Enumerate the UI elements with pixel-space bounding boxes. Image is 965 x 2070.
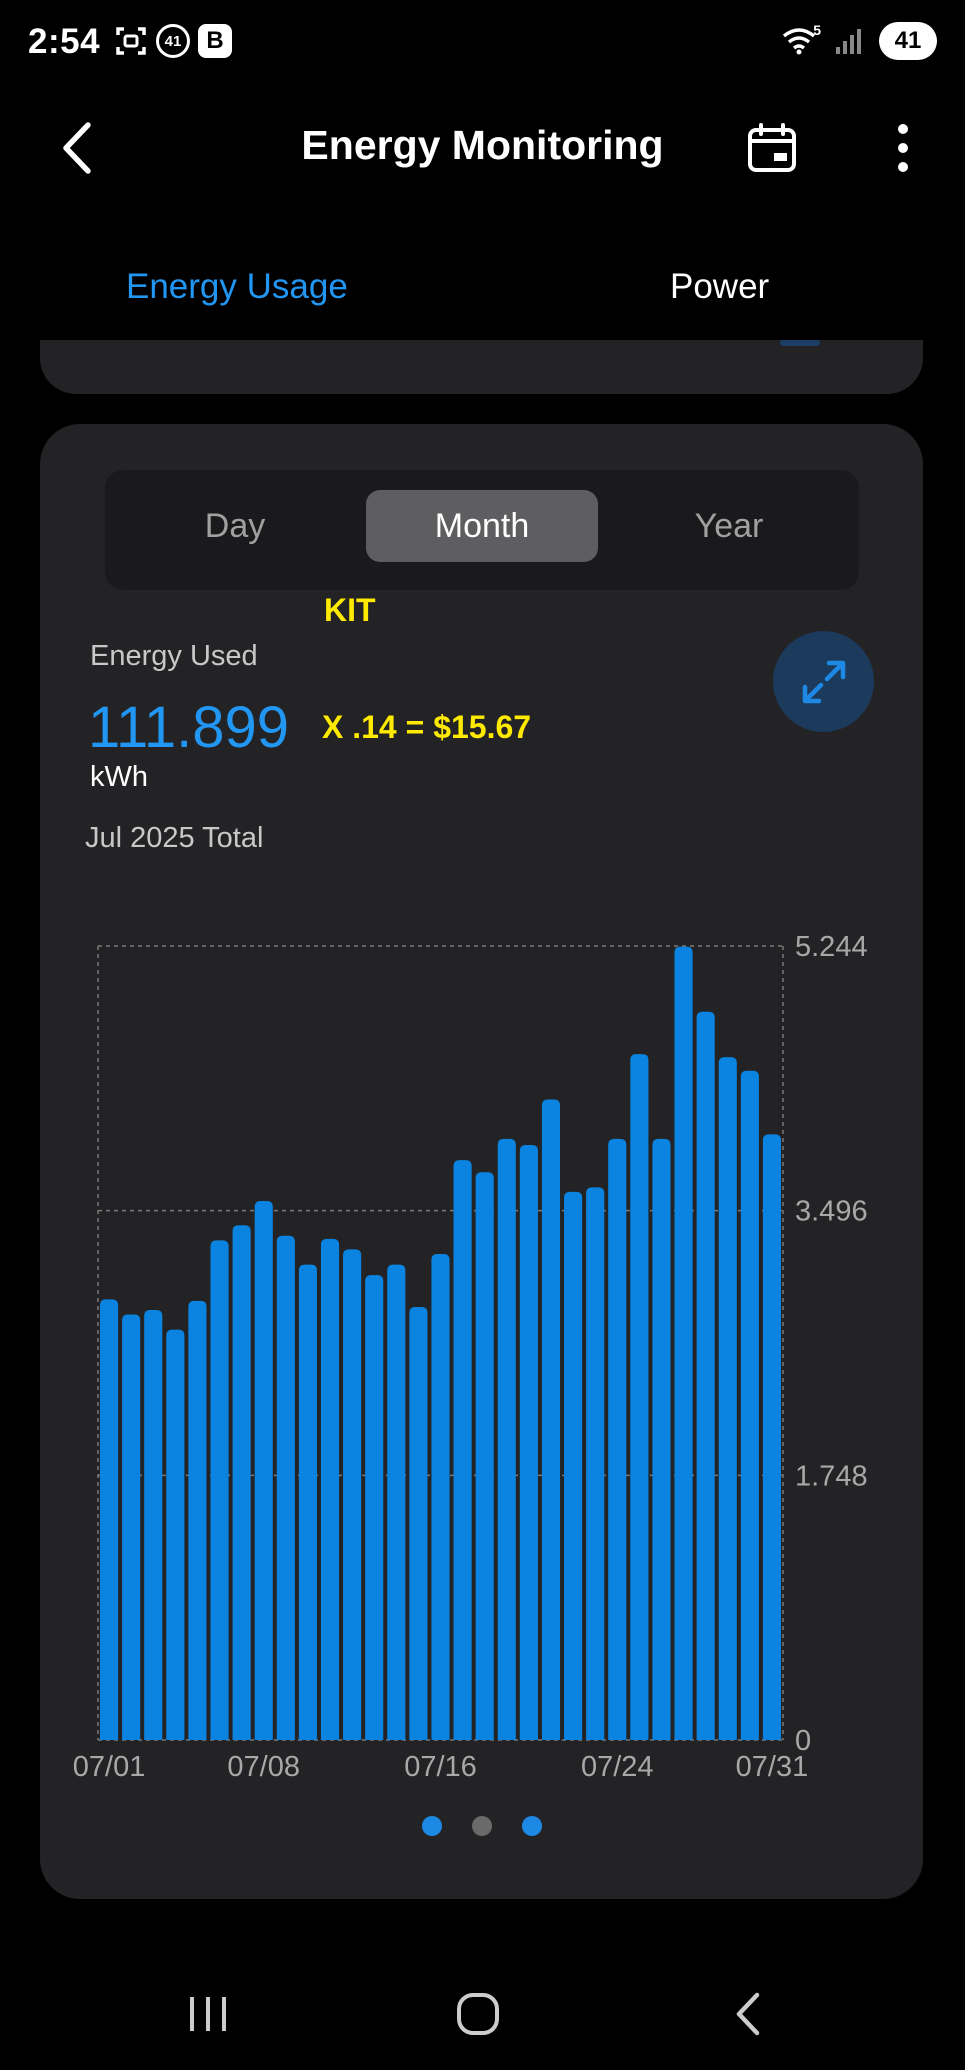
bar-07/11[interactable] (320, 1238, 340, 1740)
x-tick-label: 07/24 (581, 1751, 654, 1783)
collapsed-card-indicator (780, 340, 820, 346)
bar-07/18[interactable] (475, 1172, 494, 1740)
bar-07/15[interactable] (409, 1306, 428, 1740)
handwritten-annotation-cost: X .14 = $15.67 (322, 709, 532, 745)
tab-power[interactable]: Power (670, 267, 770, 306)
tab-energy-usage[interactable]: Energy Usage (126, 267, 348, 306)
y-tick-label: 5.244 (795, 931, 868, 963)
page-dot-3[interactable] (521, 1816, 542, 1836)
energy-used-value: 111.899 (88, 695, 290, 760)
bar-07/17[interactable] (453, 1160, 472, 1740)
recents-icon (190, 1997, 226, 2031)
home-button[interactable] (443, 1984, 513, 2044)
x-tick-label: 07/16 (404, 1751, 477, 1783)
period-day-button[interactable]: Day (204, 506, 266, 545)
tab-bar: Energy Usage Power (0, 245, 965, 355)
expand-chart-button[interactable] (773, 631, 874, 732)
y-tick-label: 1.748 (795, 1460, 868, 1492)
network-type-label: 5 (813, 22, 821, 38)
signal-icon (833, 24, 867, 58)
expand-icon (802, 660, 845, 703)
bar-07/26[interactable] (652, 1138, 671, 1740)
x-tick-label: 07/01 (73, 1751, 146, 1783)
nav-back-button[interactable] (713, 1984, 783, 2044)
energy-used-label: Energy Used (90, 640, 258, 672)
back-button[interactable] (46, 116, 106, 180)
screenshot-icon (114, 24, 148, 58)
bar-07/08[interactable] (254, 1200, 273, 1740)
b-app-icon: B (198, 24, 232, 58)
system-navigation-bar (0, 1960, 965, 2070)
bar-07/01[interactable] (99, 1299, 119, 1740)
calendar-icon (748, 123, 796, 172)
bar-07/24[interactable] (608, 1138, 627, 1740)
bar-07/25[interactable] (630, 1054, 649, 1740)
x-tick-label: 07/31 (736, 1751, 809, 1783)
period-total-label: Jul 2025 Total (85, 822, 264, 854)
energy-unit: kWh (90, 761, 148, 793)
chevron-left-icon (63, 122, 91, 174)
bar-07/16[interactable] (431, 1253, 450, 1740)
bar-07/04[interactable] (166, 1329, 185, 1740)
more-options-button[interactable] (878, 118, 928, 178)
bar-07/14[interactable] (387, 1264, 406, 1740)
more-vertical-icon (898, 124, 908, 172)
page-indicator (40, 1816, 923, 1836)
period-year-button[interactable]: Year (694, 506, 764, 545)
bar-07/19[interactable] (497, 1138, 516, 1740)
handwritten-annotation-kit: KIT (324, 592, 376, 628)
bar-07/28[interactable] (696, 1011, 715, 1740)
period-selector: Day Month Year (105, 470, 859, 590)
recents-button[interactable] (173, 1984, 243, 2044)
page-dot-2[interactable] (471, 1816, 492, 1836)
bar-07/12[interactable] (343, 1249, 362, 1740)
status-icons-left: 41 B (114, 24, 232, 58)
calendar-button[interactable] (742, 118, 802, 178)
status-bar: 2:54 41 B 5 41 (0, 0, 965, 86)
energy-usage-card: Day Month Year KIT Energy Used 111.899 X… (40, 424, 923, 1899)
bar-07/10[interactable] (298, 1264, 317, 1740)
collapsed-card (40, 340, 923, 394)
bar-07/09[interactable] (276, 1235, 295, 1740)
bar-07/23[interactable] (586, 1187, 605, 1740)
bar-07/06[interactable] (210, 1240, 229, 1740)
page-title: Energy Monitoring (301, 122, 664, 168)
y-tick-label: 0 (795, 1725, 811, 1757)
bar-07/27[interactable] (674, 946, 693, 1740)
bar-07/29[interactable] (718, 1057, 737, 1740)
period-month-button[interactable]: Month (366, 490, 598, 562)
x-tick-label: 07/08 (227, 1751, 300, 1783)
bar-07/07[interactable] (232, 1225, 251, 1740)
app-header: Energy Monitoring (0, 100, 965, 200)
battery-icon: 41 (879, 22, 937, 60)
status-time: 2:54 (28, 22, 101, 61)
bar-07/30[interactable] (740, 1070, 759, 1740)
page-dot-1[interactable] (421, 1816, 442, 1836)
bar-07/05[interactable] (188, 1300, 207, 1740)
bar-07/21[interactable] (541, 1099, 561, 1740)
bar-07/13[interactable] (365, 1275, 384, 1740)
nav-back-icon (736, 1992, 760, 2036)
y-tick-label: 3.496 (795, 1196, 868, 1228)
notification-count-icon: 41 (156, 24, 190, 58)
home-icon (457, 1993, 499, 2035)
bar-07/02[interactable] (122, 1314, 141, 1740)
bar-07/31[interactable] (762, 1134, 782, 1740)
bar-07/22[interactable] (564, 1191, 583, 1740)
bar-07/20[interactable] (519, 1144, 538, 1740)
status-icons-right: 5 41 (777, 22, 937, 60)
bar-07/03[interactable] (144, 1309, 163, 1740)
wifi-icon: 5 (777, 22, 821, 58)
